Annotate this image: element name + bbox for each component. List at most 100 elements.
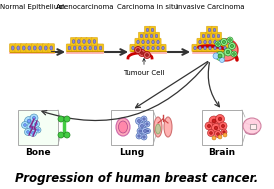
Circle shape <box>24 124 26 126</box>
Circle shape <box>58 132 64 138</box>
Ellipse shape <box>151 28 154 32</box>
Circle shape <box>24 129 32 136</box>
Ellipse shape <box>44 46 47 50</box>
Ellipse shape <box>199 40 201 44</box>
Ellipse shape <box>89 46 92 50</box>
Circle shape <box>217 43 219 45</box>
Text: Progression of human breast cancer.: Progression of human breast cancer. <box>15 172 259 185</box>
Circle shape <box>210 132 212 134</box>
Ellipse shape <box>164 117 172 137</box>
Circle shape <box>215 41 221 47</box>
FancyBboxPatch shape <box>143 32 150 40</box>
Ellipse shape <box>142 46 144 50</box>
Ellipse shape <box>214 39 238 61</box>
Ellipse shape <box>33 46 36 50</box>
Ellipse shape <box>207 34 210 38</box>
Circle shape <box>32 116 36 120</box>
FancyBboxPatch shape <box>145 44 151 52</box>
Ellipse shape <box>194 46 196 50</box>
Circle shape <box>217 133 219 135</box>
FancyBboxPatch shape <box>197 38 203 46</box>
Ellipse shape <box>162 46 164 50</box>
Circle shape <box>141 116 147 122</box>
Circle shape <box>221 39 227 46</box>
Circle shape <box>145 129 150 133</box>
Ellipse shape <box>224 46 226 50</box>
FancyBboxPatch shape <box>87 44 93 52</box>
Ellipse shape <box>28 46 31 50</box>
FancyBboxPatch shape <box>217 38 223 46</box>
FancyBboxPatch shape <box>192 44 198 52</box>
Circle shape <box>138 120 140 122</box>
Ellipse shape <box>99 46 102 50</box>
FancyBboxPatch shape <box>144 26 151 34</box>
Ellipse shape <box>157 40 159 44</box>
FancyBboxPatch shape <box>150 38 156 46</box>
Circle shape <box>207 129 215 136</box>
Ellipse shape <box>137 40 139 44</box>
Circle shape <box>136 133 142 139</box>
Circle shape <box>141 128 149 135</box>
Circle shape <box>219 57 224 63</box>
Circle shape <box>224 48 232 56</box>
FancyBboxPatch shape <box>91 37 98 46</box>
Ellipse shape <box>219 40 221 44</box>
Circle shape <box>136 118 142 125</box>
Ellipse shape <box>132 46 134 50</box>
Circle shape <box>146 123 148 125</box>
Circle shape <box>139 130 141 132</box>
FancyBboxPatch shape <box>206 32 212 40</box>
Text: Brain: Brain <box>209 148 236 157</box>
Text: Normal Epithelium: Normal Epithelium <box>0 4 64 10</box>
FancyBboxPatch shape <box>212 44 218 52</box>
Ellipse shape <box>118 121 127 133</box>
FancyBboxPatch shape <box>149 26 156 34</box>
Ellipse shape <box>78 40 80 43</box>
Circle shape <box>227 37 233 43</box>
Circle shape <box>215 115 224 123</box>
FancyBboxPatch shape <box>9 44 16 52</box>
Circle shape <box>144 130 146 132</box>
Ellipse shape <box>204 46 206 50</box>
Ellipse shape <box>209 46 211 50</box>
FancyBboxPatch shape <box>140 38 146 46</box>
Circle shape <box>215 130 221 138</box>
Bar <box>18 110 58 145</box>
Circle shape <box>37 129 39 131</box>
Circle shape <box>141 51 144 54</box>
Circle shape <box>215 51 224 60</box>
Circle shape <box>212 136 216 140</box>
Ellipse shape <box>17 46 20 50</box>
FancyBboxPatch shape <box>20 44 27 52</box>
Ellipse shape <box>22 46 25 50</box>
Ellipse shape <box>140 34 143 38</box>
Ellipse shape <box>217 34 220 38</box>
Ellipse shape <box>243 118 261 134</box>
Ellipse shape <box>84 46 86 50</box>
Text: Adenocarcinoma: Adenocarcinoma <box>56 4 114 10</box>
Ellipse shape <box>88 40 90 43</box>
Ellipse shape <box>145 34 148 38</box>
FancyBboxPatch shape <box>37 44 44 52</box>
Ellipse shape <box>152 46 154 50</box>
Ellipse shape <box>39 46 42 50</box>
Ellipse shape <box>154 117 162 137</box>
FancyBboxPatch shape <box>215 32 222 40</box>
Circle shape <box>205 122 213 130</box>
Circle shape <box>135 46 141 53</box>
Circle shape <box>218 54 222 58</box>
Circle shape <box>222 40 226 44</box>
Circle shape <box>32 132 35 134</box>
FancyBboxPatch shape <box>202 38 208 46</box>
Ellipse shape <box>94 46 97 50</box>
Circle shape <box>218 135 222 139</box>
Ellipse shape <box>147 40 149 44</box>
FancyBboxPatch shape <box>81 37 87 46</box>
Circle shape <box>136 49 139 51</box>
FancyBboxPatch shape <box>97 44 104 52</box>
FancyBboxPatch shape <box>140 44 146 52</box>
Ellipse shape <box>204 40 206 44</box>
FancyBboxPatch shape <box>135 38 141 46</box>
FancyBboxPatch shape <box>77 44 83 52</box>
Circle shape <box>33 121 39 128</box>
